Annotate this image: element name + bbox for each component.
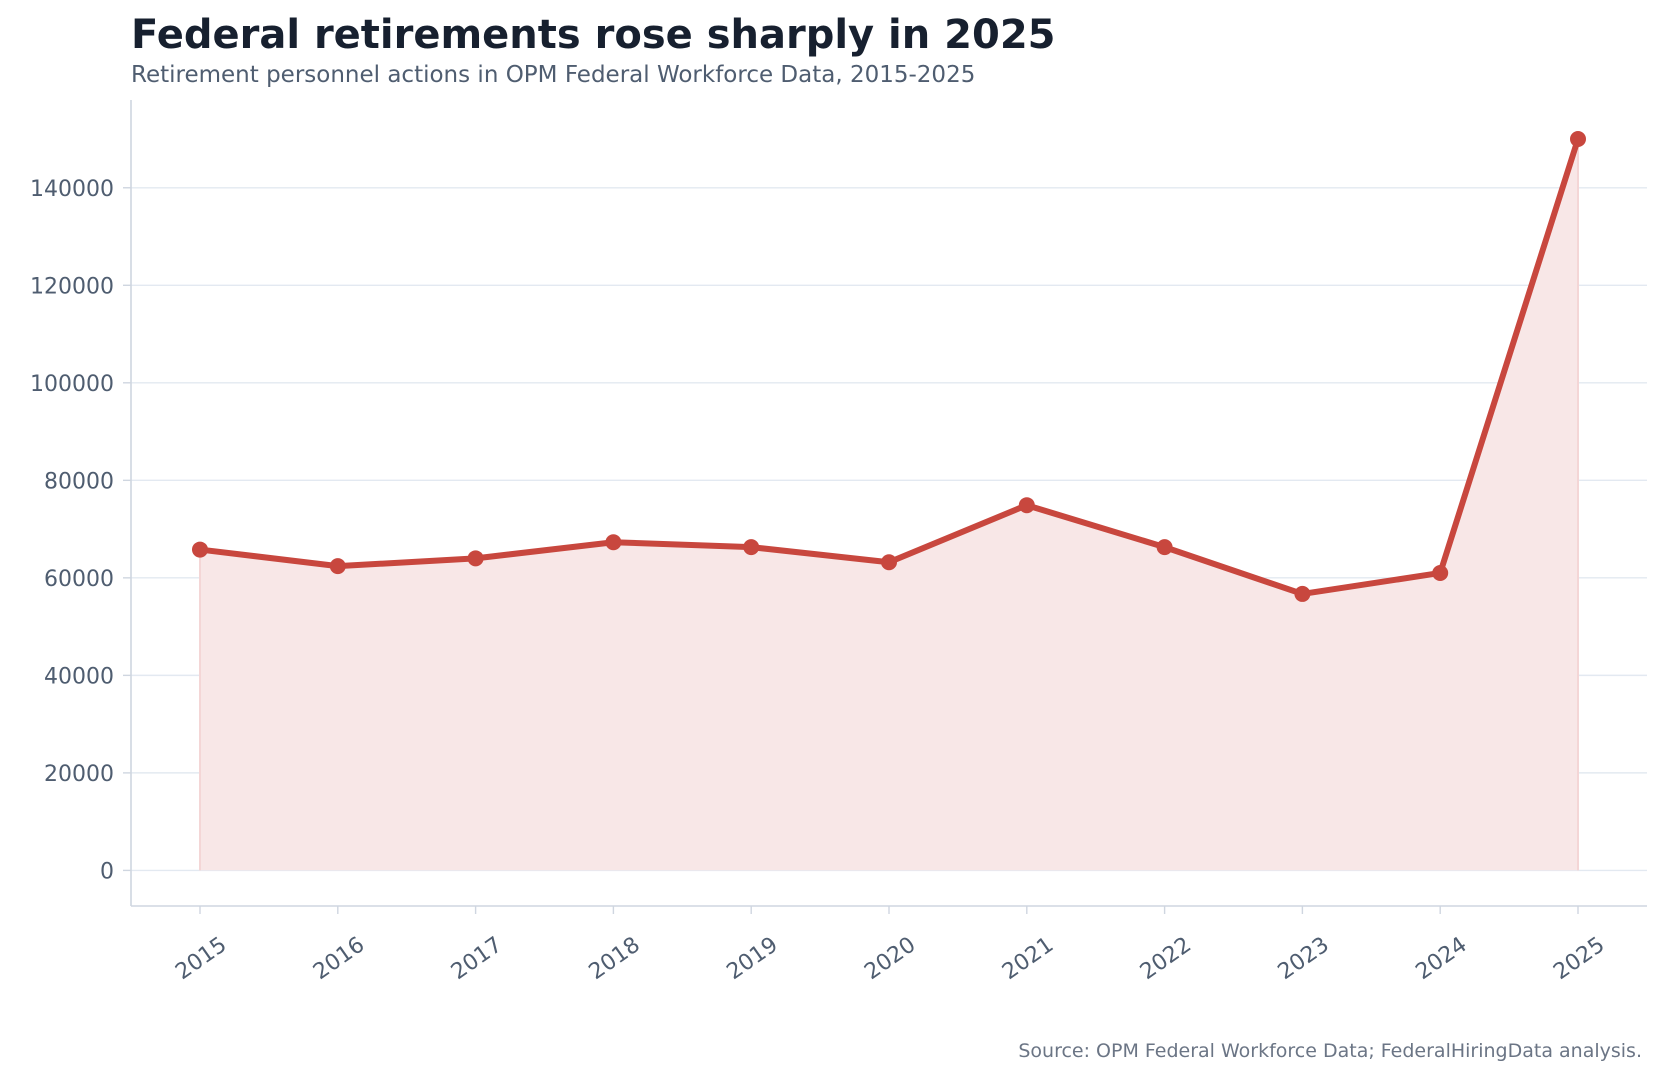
x-tick-label: 2022 — [1136, 932, 1196, 985]
data-point-2018 — [605, 534, 622, 551]
data-point-2019 — [743, 539, 760, 556]
x-tick-label: 2015 — [171, 932, 231, 985]
x-tick-label: 2024 — [1411, 932, 1471, 985]
data-point-2024 — [1432, 564, 1449, 581]
data-point-2022 — [1156, 539, 1173, 556]
axes — [123, 100, 1647, 914]
y-tick-label: 40000 — [44, 664, 114, 689]
area-fill-path — [200, 139, 1578, 871]
x-tick-label: 2017 — [447, 932, 507, 985]
y-tick-label: 0 — [100, 859, 114, 884]
data-point-2021 — [1018, 497, 1035, 514]
data-point-2023 — [1294, 585, 1311, 602]
data-point-2017 — [467, 550, 484, 567]
y-tick-labels: 0 20000 40000 60000 80000 100000 120000 140000 — [30, 177, 114, 885]
y-tick-label: 100000 — [30, 372, 114, 397]
x-tick-label: 2021 — [998, 932, 1058, 985]
area-fill — [199, 139, 1579, 871]
y-tick-label: 80000 — [44, 469, 114, 494]
x-tick-labels: 2015 2016 2017 2018 2019 2020 2021 2022 2023 2024… — [171, 932, 1609, 985]
y-tick-label: 120000 — [30, 274, 114, 299]
data-point-2025 — [1570, 131, 1586, 148]
data-point-2016 — [329, 558, 346, 575]
x-tick-label: 2019 — [722, 932, 782, 985]
y-tick-label: 20000 — [44, 762, 114, 787]
data-point-2015 — [192, 541, 208, 558]
x-tick-label: 2020 — [860, 932, 920, 985]
data-point-2020 — [881, 554, 897, 571]
chart-subtitle: Retirement personnel actions in OPM Fede… — [131, 62, 976, 88]
x-tick-label: 2025 — [1549, 932, 1609, 985]
series-line-path — [197, 136, 1581, 597]
y-tick-label: 140000 — [30, 177, 114, 202]
series-line — [197, 136, 1581, 597]
x-tick-label: 2018 — [585, 932, 645, 985]
chart-title: Federal retirements rose sharply in 2025 — [131, 12, 1056, 58]
data-points — [192, 131, 1586, 602]
x-tick-label: 2023 — [1274, 932, 1334, 985]
x-tick-label: 2016 — [309, 932, 369, 985]
chart-source-note: Source: OPM Federal Workforce Data; Fede… — [1018, 1040, 1642, 1062]
y-tick-label: 60000 — [44, 567, 114, 592]
